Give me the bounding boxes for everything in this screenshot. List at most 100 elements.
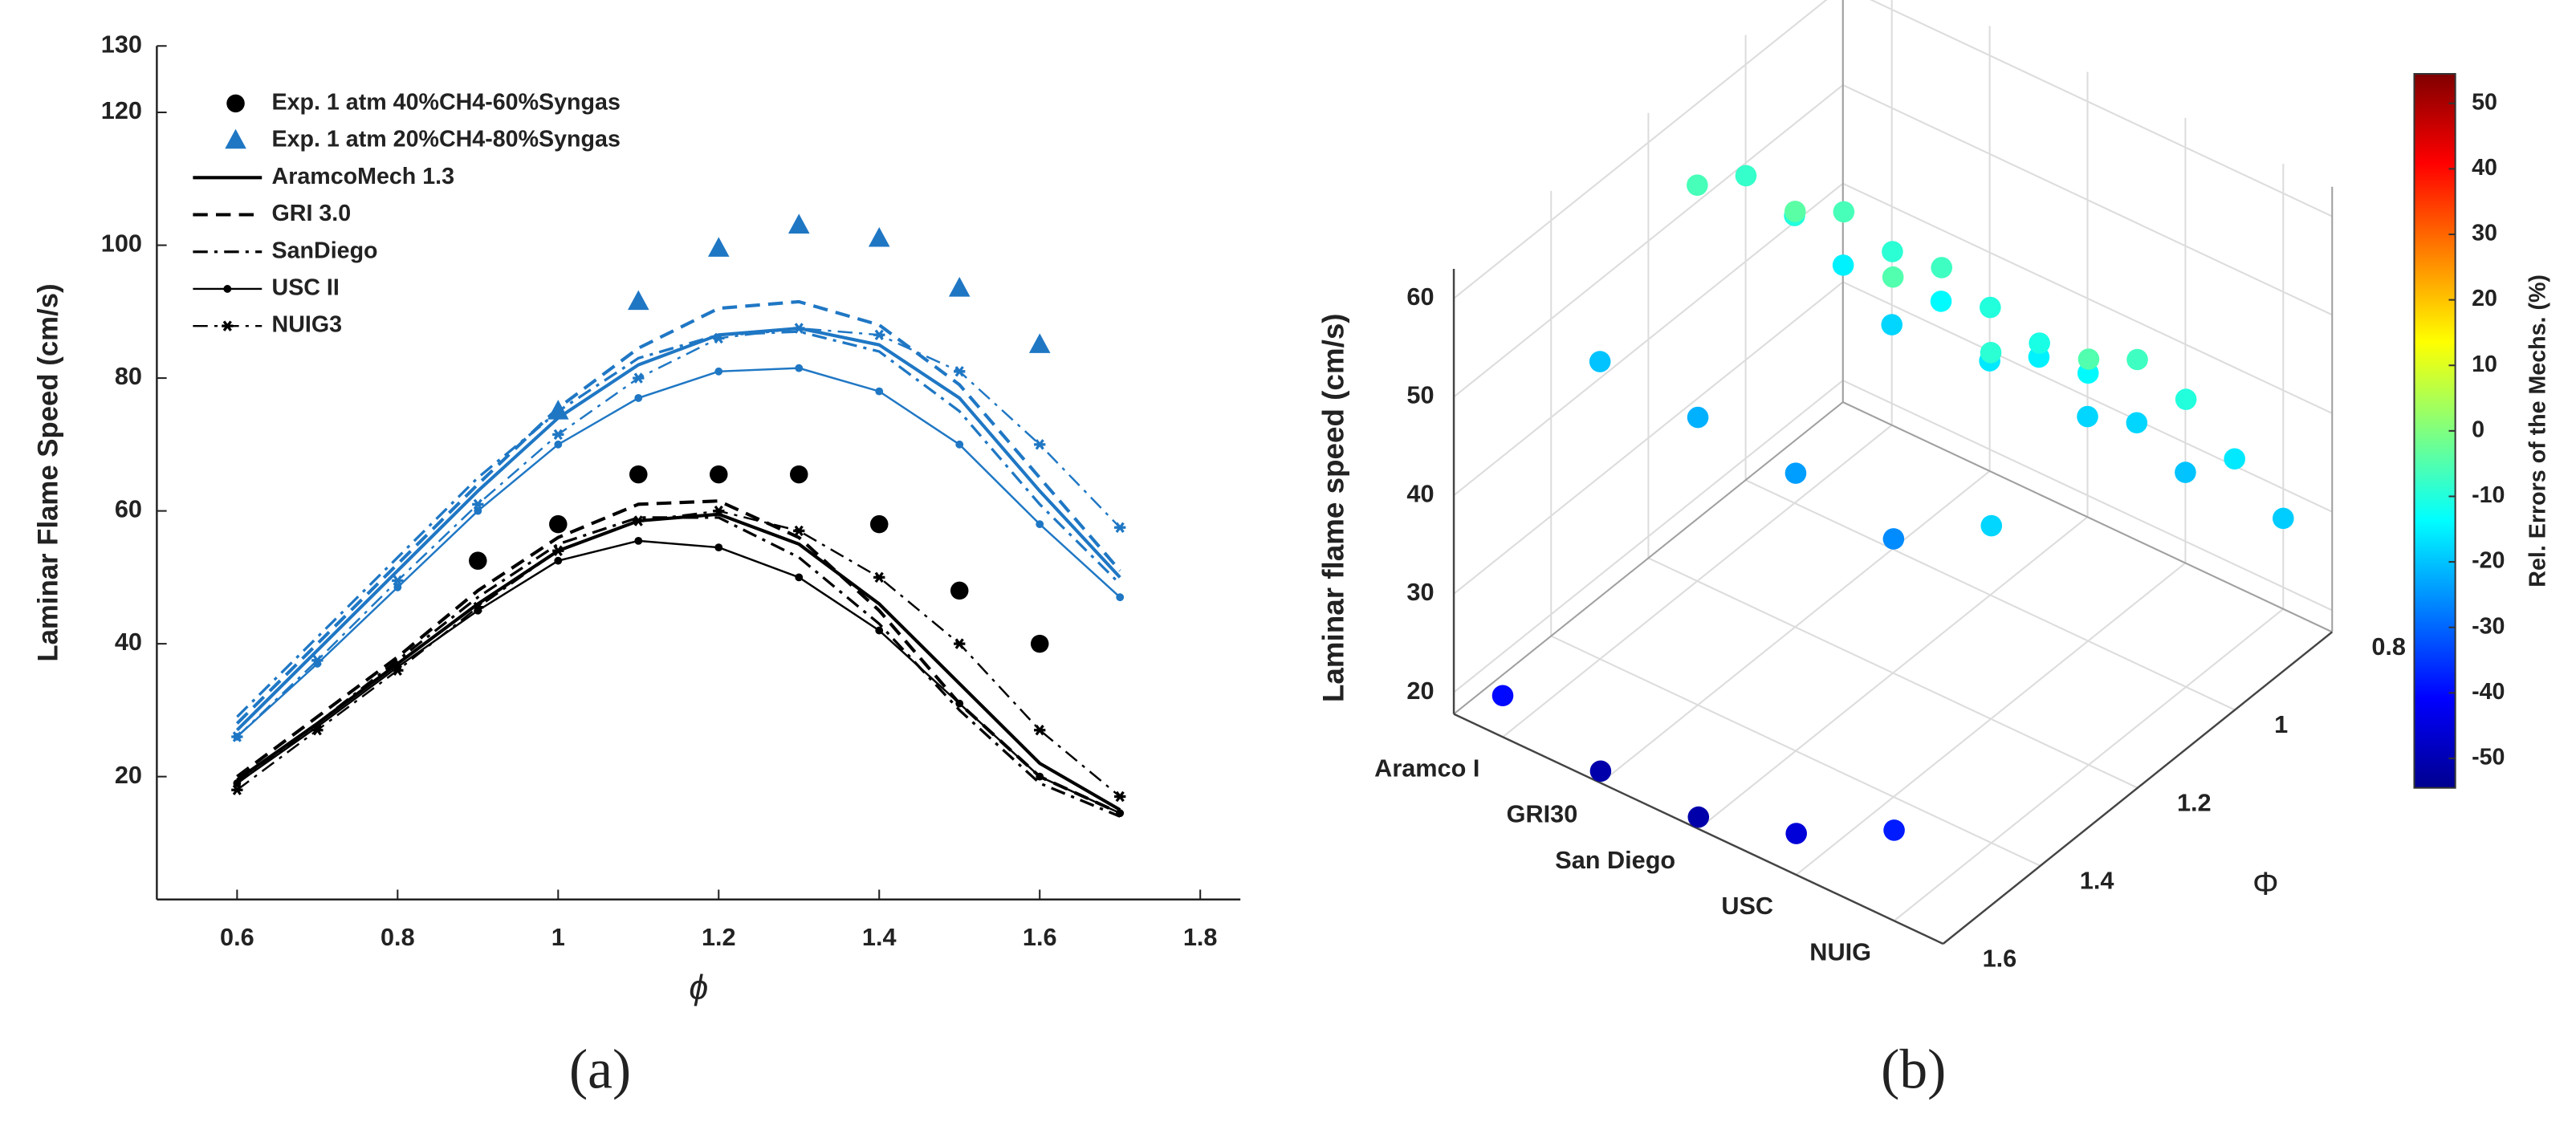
marker [1116, 809, 1125, 818]
marker [713, 505, 725, 517]
point [1784, 201, 1806, 222]
x-axis-label: ϕ [689, 969, 708, 1007]
marker [554, 556, 563, 565]
point [2273, 507, 2294, 530]
point [2224, 448, 2245, 470]
point [1881, 314, 1903, 335]
colorbar-tick-label: -50 [2472, 745, 2505, 770]
colorbar-tick-label: -40 [2472, 679, 2505, 705]
colorbar-tick-label: 0 [2472, 417, 2484, 442]
x-tick-label: 0.8 [380, 924, 415, 951]
marker [875, 626, 884, 635]
z-tick-label: 30 [1406, 579, 1434, 606]
legend-label: AramcoMech 1.3 [272, 164, 455, 189]
x-tick-label: 1.4 [862, 924, 897, 951]
box-edge [1842, 401, 2333, 633]
point [1882, 528, 1905, 550]
marker [472, 498, 484, 510]
model-line [236, 327, 1121, 738]
point [1931, 257, 1953, 278]
marker [633, 372, 645, 384]
legend-label: USC II [272, 275, 340, 301]
marker [869, 514, 889, 534]
grid-line [1796, 562, 2187, 876]
marker [554, 440, 563, 449]
grid-line [1893, 608, 2284, 922]
z-axis-label: Laminar flame speed (cm/s) [1317, 313, 1350, 702]
y-tick-label: 130 [101, 30, 142, 58]
mechanism-label: San Diego [1555, 847, 1675, 874]
model-line [236, 367, 1121, 738]
point [1687, 806, 1710, 828]
point [1882, 241, 1903, 262]
model-line [236, 516, 1121, 818]
marker [552, 545, 564, 556]
phi-tick-label: 1.4 [2080, 867, 2114, 894]
caption: (a) [569, 1039, 631, 1101]
box-edge [1453, 401, 1844, 715]
marker [472, 601, 484, 613]
point [1833, 201, 1855, 223]
marker [950, 581, 969, 600]
point [1882, 266, 1904, 288]
model-line [235, 299, 1121, 725]
point [2175, 388, 2197, 410]
point [1980, 342, 2002, 364]
caption: (b) [1881, 1039, 1946, 1101]
colorbar-tick-label: 10 [2472, 352, 2497, 377]
point [1785, 823, 1807, 844]
point [1980, 514, 2003, 537]
colorbar [2413, 73, 2456, 789]
legend-marker [226, 94, 245, 113]
phi-axis [1942, 631, 2334, 945]
marker [955, 699, 964, 708]
marker [710, 465, 728, 484]
colorbar-tick-label: -30 [2472, 613, 2505, 639]
phi-tick-label: 1.2 [2177, 789, 2212, 816]
mechanism-label: Aramco I [1374, 754, 1479, 782]
marker [795, 364, 804, 372]
marker [1028, 333, 1051, 353]
marker [629, 465, 648, 484]
grid-line [1698, 516, 2089, 830]
mechanism-label: NUIG [1809, 938, 1871, 965]
marker [1036, 772, 1044, 781]
legend-marker [225, 128, 246, 149]
marker [231, 784, 243, 795]
marker [795, 573, 804, 582]
point [2029, 332, 2050, 354]
marker [873, 329, 885, 340]
marker [1036, 520, 1044, 529]
point [1930, 291, 1952, 312]
marker [633, 515, 645, 526]
marker [868, 226, 890, 247]
marker [1114, 791, 1126, 803]
legend-label: Exp. 1 atm 20%CH4-80%Syngas [272, 127, 621, 152]
point [1589, 351, 1611, 372]
model-line [236, 539, 1121, 815]
legend-marker [223, 285, 232, 293]
marker [634, 393, 643, 402]
marker [311, 725, 324, 736]
model-line [236, 499, 1121, 815]
phi-tick-label: 1.6 [1983, 945, 2017, 973]
colorbar-tick-label: -10 [2472, 482, 2505, 508]
y-tick-label: 80 [115, 363, 142, 390]
legend-marker [222, 320, 234, 331]
marker [392, 665, 404, 676]
point [2077, 405, 2098, 428]
marker [627, 290, 649, 311]
model-line [236, 512, 1121, 811]
point [2077, 348, 2100, 370]
phi-tick-label: 1 [2274, 711, 2288, 738]
model-line [235, 326, 1121, 732]
marker [793, 525, 805, 537]
mechanism-axis [1453, 713, 1944, 945]
mechanism-label: USC [1721, 892, 1773, 920]
point [1980, 296, 2001, 319]
marker [790, 465, 808, 484]
marker [954, 366, 966, 377]
x-tick-label: 0.6 [220, 924, 254, 951]
y-tick-label: 100 [101, 230, 142, 258]
